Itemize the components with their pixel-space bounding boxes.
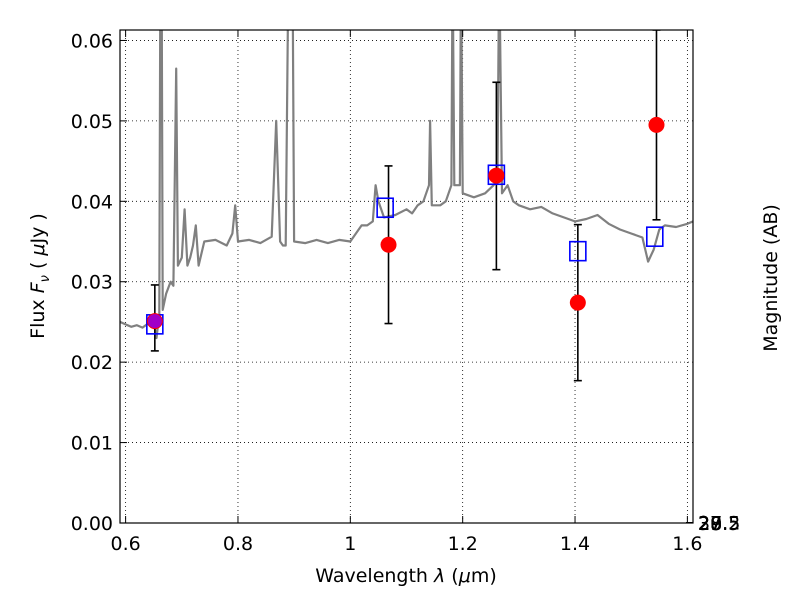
overlap-point <box>147 314 162 329</box>
y-tick-label: 0.02 <box>71 352 113 374</box>
y-axis-label: Flux Fν ( μJy ) <box>27 213 53 339</box>
x-tick-label: 1.2 <box>448 533 478 555</box>
model-photometry <box>146 164 664 335</box>
y-tick-label: 0.04 <box>71 191 113 213</box>
model-point <box>376 197 394 219</box>
magnitude-tick-label: 27.2 <box>698 513 740 535</box>
model-point <box>487 164 506 186</box>
magnitude-tick-label: 27 <box>698 513 722 535</box>
x-axis-label: Wavelength λ (μm) <box>315 565 496 587</box>
plot-background <box>120 30 693 523</box>
model-point <box>569 240 587 262</box>
observed-point <box>488 167 505 184</box>
observed-point <box>380 236 397 253</box>
x-tick-label: 0.6 <box>111 533 141 555</box>
observed-photometry <box>146 116 665 330</box>
y-tick-label: 0.03 <box>71 272 113 294</box>
model-spectrum <box>120 30 693 340</box>
y-tick-label: 0.05 <box>71 111 113 133</box>
x-tick-label: 1 <box>344 533 356 555</box>
magnitude-axis-label: Magnitude (AB) <box>760 204 782 352</box>
magnitude-tick-label: 27.5 <box>698 513 740 535</box>
magnitude-tick-label: 30 <box>698 513 722 535</box>
magnitude-tick-label: 28 <box>698 513 722 535</box>
magnitude-tick-label: 29 <box>698 513 722 535</box>
model-point <box>645 226 664 247</box>
x-tick-label: 0.8 <box>223 533 253 555</box>
x-tick-label: 1.4 <box>560 533 590 555</box>
y-tick-label: 0.01 <box>71 433 113 455</box>
y-tick-label: 0.06 <box>71 30 113 52</box>
magnitude-tick-label: 28.5 <box>698 513 740 535</box>
observed-point <box>569 294 586 311</box>
y-tick-label: 0.00 <box>71 513 113 535</box>
axis-ticks: 0.6 0.8 1 1.2 1.4 1.6 0.00 0.01 0.02 0.03 0.04 0.05… <box>71 30 740 555</box>
x-tick-label: 1.6 <box>672 533 702 555</box>
plot-frame <box>119 29 694 524</box>
observed-point <box>648 116 665 133</box>
spectrum-line <box>120 30 693 340</box>
